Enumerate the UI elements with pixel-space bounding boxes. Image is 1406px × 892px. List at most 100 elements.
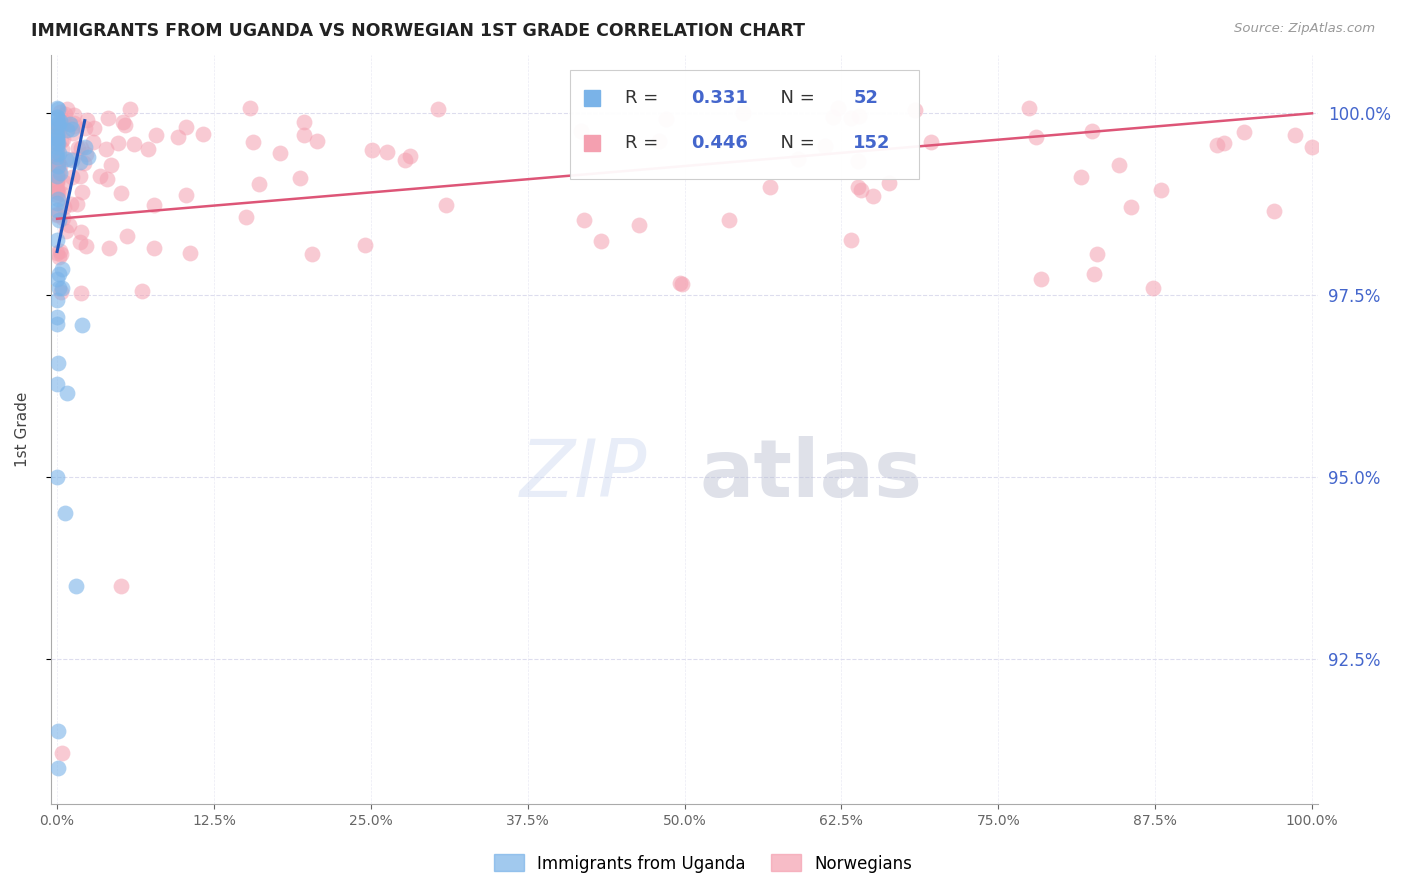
Point xyxy=(143,241,166,255)
Point xyxy=(242,136,264,150)
Point xyxy=(46,192,69,206)
Point xyxy=(46,293,69,307)
Point xyxy=(46,177,69,191)
Point xyxy=(65,579,87,593)
Point xyxy=(1206,138,1229,153)
Point xyxy=(46,136,69,151)
Point xyxy=(235,210,257,224)
Point xyxy=(48,145,70,160)
Point xyxy=(46,168,69,182)
Point xyxy=(110,186,132,200)
Text: 0.446: 0.446 xyxy=(690,134,748,152)
Point xyxy=(46,112,69,126)
Point xyxy=(46,158,69,172)
Point xyxy=(51,119,73,133)
Point xyxy=(1142,280,1164,294)
Point xyxy=(63,108,86,122)
Text: R =: R = xyxy=(626,134,664,152)
Point xyxy=(46,208,69,222)
Point xyxy=(60,196,83,211)
Point xyxy=(59,117,82,131)
Point xyxy=(823,111,845,125)
Point xyxy=(718,212,741,227)
Point xyxy=(111,115,134,129)
Point xyxy=(292,128,315,142)
Point xyxy=(51,747,73,761)
Point xyxy=(307,134,329,148)
Point xyxy=(46,128,69,143)
Point xyxy=(69,154,91,169)
Point xyxy=(668,277,690,291)
Point xyxy=(1121,200,1143,214)
Text: IMMIGRANTS FROM UGANDA VS NORWEGIAN 1ST GRADE CORRELATION CHART: IMMIGRANTS FROM UGANDA VS NORWEGIAN 1ST … xyxy=(31,22,804,40)
Point xyxy=(46,173,69,187)
Point xyxy=(46,120,69,135)
Point xyxy=(46,110,69,124)
Point xyxy=(51,132,73,146)
Point xyxy=(46,131,69,145)
Point xyxy=(82,135,104,149)
Point xyxy=(904,103,927,117)
Point xyxy=(589,234,612,248)
Point xyxy=(1284,128,1306,143)
Point xyxy=(56,102,79,116)
Point xyxy=(1263,204,1285,219)
Point xyxy=(62,116,84,130)
Point xyxy=(53,175,76,189)
Point xyxy=(46,182,69,196)
Point xyxy=(51,142,73,156)
Point xyxy=(70,141,93,155)
Text: 0.331: 0.331 xyxy=(690,89,748,107)
Point xyxy=(394,153,416,167)
Point xyxy=(96,142,118,156)
Point xyxy=(571,124,593,138)
Point xyxy=(75,239,97,253)
Point xyxy=(48,120,70,135)
Text: 52: 52 xyxy=(853,89,879,107)
Point xyxy=(53,506,76,520)
Point xyxy=(60,169,83,184)
Point xyxy=(46,123,69,137)
Point xyxy=(51,186,73,200)
Point xyxy=(73,140,96,154)
Point xyxy=(46,128,69,143)
Point xyxy=(655,112,678,127)
Point xyxy=(120,102,142,116)
Point xyxy=(83,121,105,136)
Point xyxy=(55,224,77,238)
Point xyxy=(70,286,93,301)
Text: N =: N = xyxy=(769,89,821,107)
Point xyxy=(56,122,79,136)
Point xyxy=(269,145,291,160)
Point xyxy=(75,146,97,161)
Point xyxy=(131,285,153,299)
Point xyxy=(877,177,900,191)
Point xyxy=(52,114,75,128)
Point xyxy=(920,135,942,149)
Point xyxy=(247,177,270,191)
Point xyxy=(55,152,77,166)
Point xyxy=(142,198,165,212)
Point xyxy=(398,149,420,163)
Point xyxy=(52,211,75,225)
Point xyxy=(434,198,457,212)
Point xyxy=(46,155,69,169)
Point xyxy=(48,213,70,227)
Point xyxy=(48,185,70,199)
Point xyxy=(114,118,136,132)
Point xyxy=(46,128,69,143)
Point xyxy=(733,105,755,120)
Point xyxy=(77,151,100,165)
Point xyxy=(848,109,870,123)
Point xyxy=(46,139,69,153)
Point xyxy=(48,163,70,178)
Point xyxy=(49,118,72,132)
Point xyxy=(97,111,120,125)
Text: ZIP: ZIP xyxy=(519,435,647,514)
Point xyxy=(1150,184,1173,198)
Point xyxy=(46,157,69,171)
Point xyxy=(179,246,201,260)
Point xyxy=(46,203,69,218)
Point xyxy=(46,761,69,775)
Point xyxy=(572,213,595,227)
